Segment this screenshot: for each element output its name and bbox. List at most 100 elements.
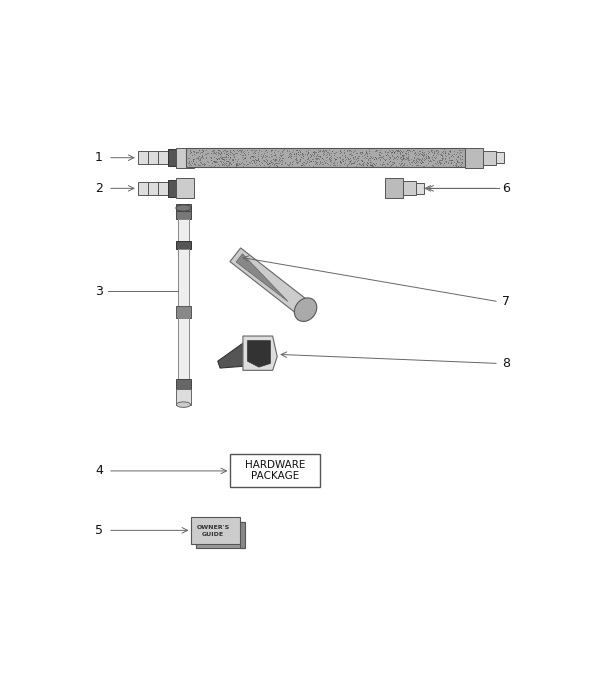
Point xyxy=(419,149,429,160)
Point xyxy=(308,147,317,158)
Point xyxy=(297,147,307,158)
Point xyxy=(223,160,232,170)
Point xyxy=(222,145,231,156)
Point xyxy=(271,153,280,164)
Point xyxy=(369,153,379,164)
Bar xyxy=(148,151,158,164)
Point xyxy=(429,147,438,158)
Point xyxy=(375,150,384,161)
Point xyxy=(211,156,220,167)
Point xyxy=(270,159,279,170)
Point xyxy=(222,149,232,160)
Ellipse shape xyxy=(176,402,191,407)
Point xyxy=(384,153,394,164)
Point xyxy=(198,151,207,162)
Point xyxy=(293,147,303,158)
Point xyxy=(185,155,194,166)
Point xyxy=(316,156,325,167)
Point xyxy=(237,146,246,157)
Point xyxy=(343,159,353,170)
Point xyxy=(393,145,402,156)
Point xyxy=(253,148,263,159)
Point xyxy=(217,159,227,170)
Point xyxy=(214,153,224,164)
Point xyxy=(218,153,227,164)
Point xyxy=(310,146,319,157)
Point xyxy=(428,150,437,161)
Point xyxy=(455,152,465,163)
Point xyxy=(297,160,307,170)
Point xyxy=(357,147,366,158)
Point xyxy=(250,157,259,168)
Bar xyxy=(137,151,148,164)
Point xyxy=(231,158,241,168)
Point xyxy=(224,148,233,159)
Point xyxy=(298,158,307,168)
Point xyxy=(358,155,367,166)
Point xyxy=(238,147,248,158)
Bar xyxy=(186,148,465,167)
Point xyxy=(429,145,438,156)
Point xyxy=(385,145,394,155)
Point xyxy=(445,146,454,157)
Point xyxy=(293,146,303,157)
Point xyxy=(286,150,296,161)
Point xyxy=(358,147,367,158)
Point xyxy=(438,148,447,159)
Point xyxy=(322,155,331,166)
Point xyxy=(205,151,215,162)
Point xyxy=(214,159,223,170)
Point xyxy=(261,153,271,164)
Point xyxy=(438,146,447,157)
Point xyxy=(375,159,384,170)
Point xyxy=(435,154,445,165)
Point xyxy=(286,149,296,160)
Point xyxy=(323,146,332,157)
Point xyxy=(440,158,449,168)
Point xyxy=(198,147,207,158)
Point xyxy=(454,147,464,158)
Point xyxy=(235,159,245,170)
Point xyxy=(428,145,437,155)
Point xyxy=(427,147,437,158)
Point xyxy=(363,158,373,168)
Point xyxy=(241,148,250,159)
Point xyxy=(379,150,388,161)
Point xyxy=(237,158,246,168)
Point xyxy=(251,148,260,159)
Point xyxy=(369,160,378,171)
Point xyxy=(440,149,450,160)
Point xyxy=(386,160,396,171)
Point xyxy=(322,145,331,156)
Point xyxy=(301,149,310,160)
Point xyxy=(453,160,463,171)
Point xyxy=(324,145,334,155)
Point xyxy=(409,151,419,162)
Point xyxy=(206,155,216,166)
Point xyxy=(366,160,376,170)
Point xyxy=(335,147,345,158)
Bar xyxy=(176,179,194,198)
Point xyxy=(412,149,421,160)
Point xyxy=(265,152,274,163)
Point xyxy=(423,152,432,163)
Point xyxy=(337,155,347,166)
Polygon shape xyxy=(218,338,257,368)
Point xyxy=(445,146,454,157)
Point xyxy=(225,157,235,168)
Point xyxy=(347,158,356,169)
Point xyxy=(228,153,237,164)
Point xyxy=(304,156,314,167)
Point xyxy=(304,154,313,165)
Point xyxy=(346,145,355,155)
Point xyxy=(455,156,464,167)
Point xyxy=(356,149,366,160)
Point xyxy=(250,153,260,164)
Point xyxy=(415,157,424,168)
Point xyxy=(268,154,278,165)
Point xyxy=(215,144,224,155)
Point xyxy=(345,158,354,168)
Point xyxy=(345,153,354,164)
Point xyxy=(417,144,427,155)
Point xyxy=(398,152,408,163)
